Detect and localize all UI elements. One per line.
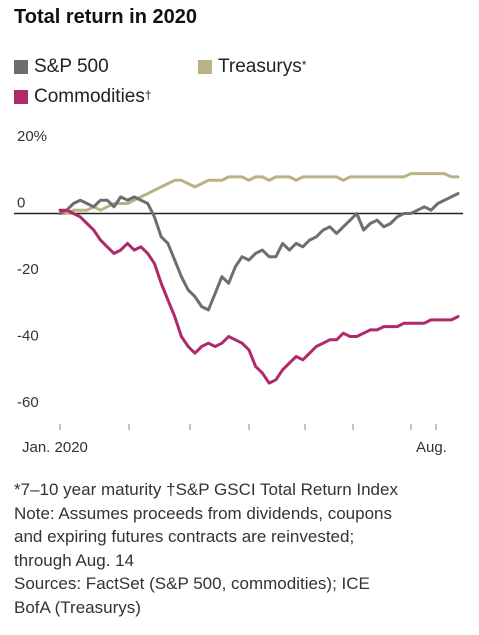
note-line-2: and expiring futures contracts are reinv… <box>14 527 355 546</box>
note-line-1: Note: Assumes proceeds from dividends, c… <box>14 503 392 523</box>
legend-swatch-commodities <box>14 90 28 104</box>
series-line-treasurys <box>58 172 460 215</box>
legend-item-sp500: S&P 500 <box>14 56 109 78</box>
legend-swatch-treasurys <box>198 60 212 74</box>
legend-item-commodities: Commodities † <box>14 86 152 108</box>
sources-line-2: BofA (Treasurys) <box>14 597 141 617</box>
y-tick-label: -40 <box>17 328 39 345</box>
chart-title: Total return in 2020 <box>14 6 198 28</box>
series-line-commodities <box>58 208 460 385</box>
legend-item-treasurys: Treasurys * <box>198 56 306 78</box>
chart-notes: *7–10 year maturity †S&P GSCI Total Retu… <box>14 478 472 619</box>
legend-label-treasurys: Treasurys <box>218 56 302 77</box>
legend-label-sp500: S&P 500 <box>34 56 109 77</box>
y-tick-label: 20% <box>17 128 47 145</box>
series-line-s-p-500 <box>58 192 460 312</box>
legend-swatch-sp500 <box>14 60 28 74</box>
legend-label-commodities: Commodities <box>34 86 145 107</box>
line-chart: 20% 0 -20 -40 -60 Jan. 2020 Aug. <box>14 128 463 456</box>
y-tick-label: -60 <box>17 394 39 411</box>
legend-marker-treasurys: * <box>301 58 307 72</box>
x-tick-label: Jan. 2020 <box>22 439 88 456</box>
y-tick-label: -20 <box>17 261 39 278</box>
note-line-3: through Aug. 14 <box>14 550 135 570</box>
x-tick-label: Aug. <box>416 439 447 456</box>
chart-legend: S&P 500 Treasurys * Commodities † <box>14 56 454 112</box>
sources-line-1: Sources: FactSet (S&P 500, commodities);… <box>14 574 370 593</box>
footnote-line: *7–10 year maturity †S&P GSCI Total Retu… <box>14 480 398 499</box>
legend-marker-commodities: † <box>144 88 152 102</box>
y-tick-label: 0 <box>17 195 25 212</box>
